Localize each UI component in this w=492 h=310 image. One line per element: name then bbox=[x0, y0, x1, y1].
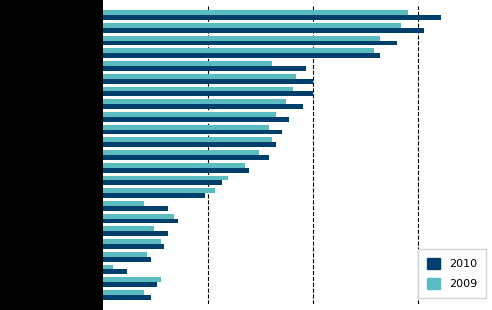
Bar bbox=[103, 23, 401, 28]
Bar bbox=[103, 91, 313, 96]
Bar bbox=[103, 175, 228, 180]
Bar bbox=[103, 295, 151, 300]
Bar bbox=[103, 168, 248, 173]
Bar bbox=[103, 86, 293, 91]
Bar bbox=[103, 252, 147, 257]
Bar bbox=[103, 99, 286, 104]
Bar bbox=[103, 41, 398, 45]
Bar bbox=[103, 79, 313, 83]
Bar bbox=[103, 48, 374, 53]
Bar bbox=[103, 265, 114, 269]
Bar bbox=[103, 142, 276, 147]
Bar bbox=[103, 36, 380, 41]
Bar bbox=[103, 125, 269, 130]
Bar bbox=[103, 188, 215, 193]
Bar bbox=[103, 104, 303, 109]
Bar bbox=[103, 137, 272, 142]
Bar bbox=[103, 244, 164, 249]
Bar bbox=[103, 10, 407, 15]
Bar bbox=[103, 61, 272, 66]
Bar bbox=[103, 180, 221, 185]
Bar bbox=[103, 201, 144, 206]
Bar bbox=[103, 239, 161, 244]
Bar bbox=[103, 231, 168, 236]
Bar bbox=[103, 206, 168, 211]
Bar bbox=[103, 117, 289, 122]
Bar bbox=[103, 28, 425, 33]
Bar bbox=[103, 269, 127, 274]
Bar bbox=[103, 282, 157, 287]
Bar bbox=[103, 227, 154, 231]
Bar bbox=[103, 74, 296, 79]
Bar bbox=[103, 219, 178, 224]
Legend: 2010, 2009: 2010, 2009 bbox=[418, 249, 487, 298]
Bar bbox=[103, 163, 246, 168]
Bar bbox=[103, 15, 441, 20]
Bar bbox=[103, 214, 174, 219]
Bar bbox=[103, 130, 282, 135]
Bar bbox=[103, 277, 161, 282]
Bar bbox=[103, 155, 269, 160]
Bar bbox=[103, 290, 144, 295]
Bar bbox=[103, 257, 151, 262]
Bar bbox=[103, 66, 306, 71]
Bar bbox=[103, 53, 380, 58]
Bar bbox=[103, 193, 205, 198]
Bar bbox=[103, 150, 259, 155]
Bar bbox=[103, 112, 276, 117]
